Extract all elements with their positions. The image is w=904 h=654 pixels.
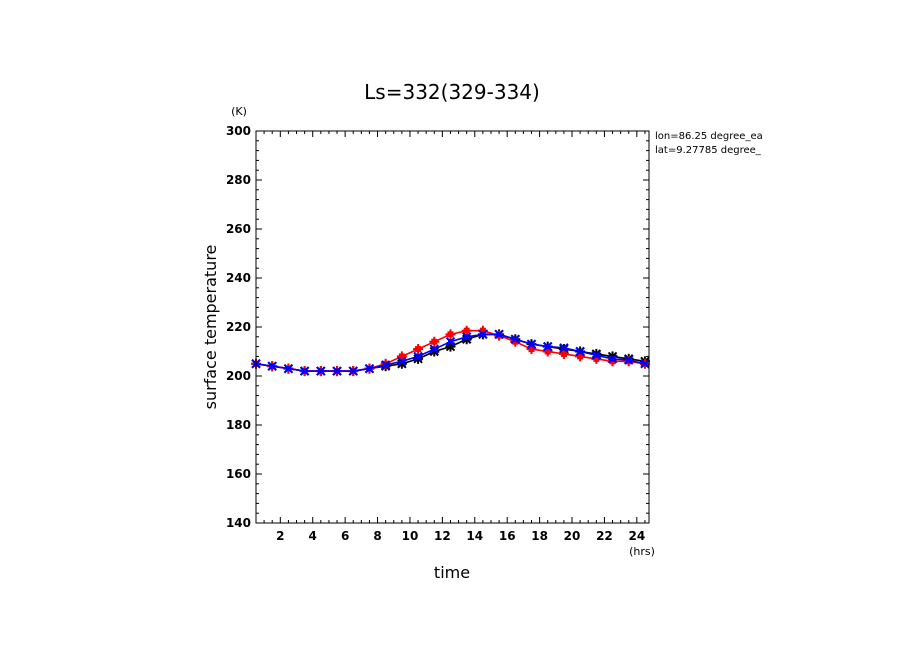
y-tick-label: 260 [226,222,251,236]
marker-body [464,334,470,340]
data-point [478,329,488,340]
data-point [413,344,424,355]
data-point [640,359,650,369]
data-point [591,350,602,360]
data-point [429,344,439,354]
data-point [494,329,504,340]
marker-body [318,368,324,374]
marker-body [366,366,372,372]
marker-body [479,327,486,334]
data-point [364,363,375,374]
data-point [558,348,569,359]
marker-body [269,363,275,369]
marker-body [415,346,422,353]
marker-body [463,327,470,334]
marker-body [447,339,453,345]
marker-body [398,353,405,360]
y-tick-label: 180 [226,418,251,432]
data-point [299,366,310,376]
marker-body [480,331,486,337]
marker-body [383,362,389,368]
data-point [510,334,521,344]
y-tick-label: 140 [226,516,251,530]
marker-body [285,366,291,372]
data-point [445,336,456,347]
y-tick-label: 240 [226,271,251,285]
x-tick-label: 8 [373,529,381,543]
y-tick-label: 280 [226,173,251,187]
data-point [543,341,553,352]
marker-body [302,368,308,374]
x-tick-label: 10 [402,529,419,543]
y-tick-label: 160 [226,467,251,481]
data-point [283,363,294,374]
data-point [445,329,456,340]
marker-body [593,352,599,358]
data-point [607,354,618,364]
plot-frame [255,130,650,524]
marker-body [610,356,616,362]
x-tick-label: 2 [276,529,284,543]
data-point [461,332,472,342]
data-point [429,336,440,347]
y-tick-label: 300 [226,124,251,138]
marker-body [642,361,648,367]
data-point [316,366,326,376]
data-point [413,351,423,362]
marker-body [577,349,583,354]
x-tick-label: 22 [596,529,613,543]
marker-body [561,345,567,351]
data-point [397,356,407,367]
marker-body [496,331,502,337]
x-tick-label: 20 [564,529,581,543]
data-point [267,361,277,371]
data-point [575,346,585,357]
marker-body [447,331,454,338]
data-point [380,360,391,370]
data-point [526,339,537,349]
marker-body [626,357,632,363]
x-axis-label: time [434,563,470,582]
x-tick-label: 24 [628,529,645,543]
data-point [461,325,472,336]
y-axis-label: surface temperature [201,245,220,410]
x-tick-label: 16 [499,529,516,543]
marker-body [431,338,438,345]
chart-title: Ls=332(329-334) [364,80,540,104]
data-point [624,355,634,365]
marker-body [334,368,340,374]
x-unit-label: (hrs) [629,545,655,558]
marker-body [544,348,551,355]
marker-body [560,350,567,357]
y-tick-label: 220 [226,320,251,334]
marker-body [431,346,437,352]
marker-body [399,358,405,364]
marker-body [545,344,551,350]
annotation-lon: lon=86.25 degree_ea [655,131,763,142]
x-tick-label: 12 [434,529,451,543]
marker-body [512,336,518,342]
data-point [332,366,342,376]
marker-body [577,353,584,360]
marker-body [593,355,600,362]
data-point [559,343,569,353]
annotation-lat: lat=9.27785 degree_ [655,145,762,156]
marker-body [529,341,535,347]
marker-body [350,368,356,374]
marker-body [528,346,535,353]
series-layer [251,325,650,377]
x-tick-label: 18 [531,529,548,543]
y-unit-label: (K) [231,105,247,118]
y-tick-label: 200 [226,369,251,383]
x-tick-label: 14 [466,529,483,543]
annotation-clip [779,128,904,158]
data-point [348,366,358,376]
x-tick-label: 6 [341,529,349,543]
marker-body [415,353,421,359]
x-tick-label: 4 [309,529,317,543]
